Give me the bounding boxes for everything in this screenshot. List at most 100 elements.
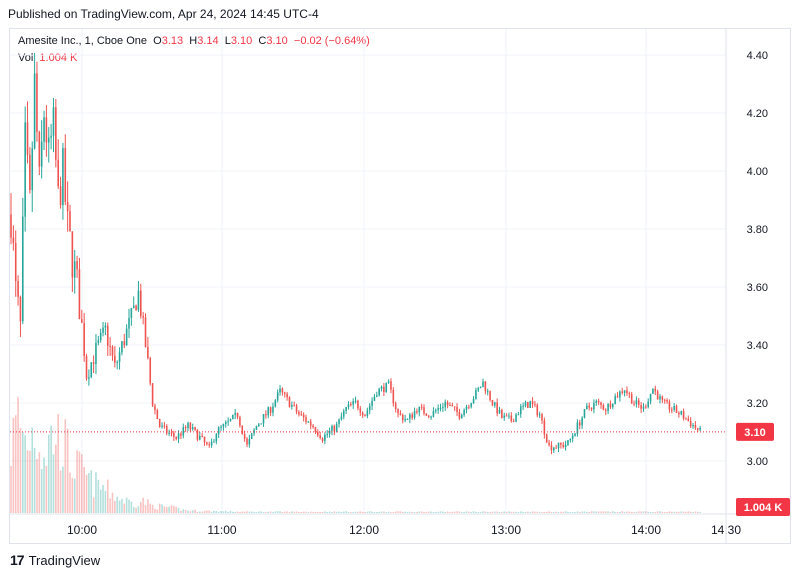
volume-bar	[217, 512, 220, 513]
volume-bar	[628, 511, 631, 513]
volume-bar	[560, 511, 562, 513]
candle-body	[376, 395, 378, 397]
volume-bar	[637, 511, 640, 513]
candle-body	[321, 438, 324, 441]
candle-body	[635, 400, 638, 405]
candle-body	[97, 340, 100, 343]
candle-body	[95, 342, 97, 364]
candle-body	[128, 318, 130, 329]
candle-body	[510, 415, 513, 422]
candle-body	[456, 406, 458, 413]
candle-body	[114, 355, 116, 363]
volume-bar	[158, 503, 161, 513]
volume-bar	[616, 512, 619, 513]
volume-bar	[555, 511, 557, 513]
volume-bar	[439, 511, 442, 513]
candle-body	[571, 435, 574, 439]
candle-body	[597, 400, 600, 403]
open-value: 3.13	[161, 35, 184, 47]
candle-body	[286, 393, 288, 398]
volume-bar	[199, 511, 201, 513]
volume-bar	[460, 512, 463, 513]
volume-bar	[29, 450, 31, 513]
candle-body	[409, 414, 411, 419]
volume-bar	[73, 478, 76, 513]
candle-body	[496, 402, 498, 414]
candle-body	[524, 402, 527, 406]
volume-bar	[99, 489, 102, 513]
volume-bar	[128, 499, 130, 513]
volume-bar	[692, 512, 694, 513]
volume-bar	[588, 512, 590, 513]
candle-body	[22, 216, 24, 322]
candle-body	[642, 406, 645, 409]
candle-body	[578, 422, 581, 426]
volume-bar	[413, 512, 416, 513]
volume-bar	[453, 511, 456, 513]
volume-bar	[88, 472, 90, 513]
y-tick-label: 3.40	[747, 340, 768, 352]
candle-body	[191, 427, 194, 430]
volume-bar	[78, 451, 81, 513]
candle-body	[236, 412, 239, 418]
volume-bar	[564, 511, 567, 513]
volume-bar	[109, 498, 111, 513]
volume-bar	[222, 511, 225, 513]
candle-body	[637, 400, 640, 405]
candle-body	[368, 405, 371, 411]
volume-bar	[52, 454, 55, 513]
volume-bar	[508, 511, 510, 513]
volume-bar	[227, 511, 229, 513]
volume-bar	[194, 509, 196, 513]
candle-body	[248, 438, 251, 445]
volume-bar	[378, 512, 380, 513]
volume-bar	[522, 511, 524, 513]
volume-bar	[449, 512, 451, 513]
candle-body	[29, 154, 31, 191]
candle-body	[173, 432, 175, 437]
candle-body	[269, 407, 272, 413]
volume-bar	[503, 511, 506, 513]
candle-body	[663, 399, 666, 401]
candle-body	[661, 396, 664, 400]
candle-body	[305, 417, 307, 422]
volume-bar	[406, 512, 409, 513]
volume-bar	[687, 511, 690, 513]
candle-body	[33, 73, 36, 149]
volume-bar	[444, 512, 447, 513]
candle-body	[413, 411, 416, 418]
candle-body	[267, 407, 270, 416]
volume-bar	[24, 435, 26, 513]
chart-frame[interactable]	[9, 28, 791, 544]
volume-bar	[324, 511, 326, 513]
candle-body	[385, 382, 388, 393]
candle-body	[498, 409, 501, 414]
candle-body	[140, 290, 142, 317]
volume-bar	[479, 512, 482, 513]
candle-body	[258, 424, 260, 427]
candle-body	[593, 402, 595, 410]
volume-bar	[309, 511, 312, 513]
volume-bar	[326, 512, 329, 513]
candle-body	[165, 425, 168, 434]
candle-body	[262, 414, 265, 424]
last-price-tag	[736, 422, 774, 441]
volume-bar	[291, 511, 293, 513]
candle-body	[522, 405, 524, 407]
volume-bar	[456, 511, 458, 513]
candle-body	[633, 403, 635, 405]
volume-bar	[472, 511, 475, 513]
candle-body	[253, 429, 255, 434]
volume-bar	[387, 511, 390, 513]
candle-body	[557, 442, 560, 449]
candle-body	[588, 405, 590, 408]
candle-body	[519, 406, 522, 415]
candle-body	[491, 400, 494, 406]
volume-bar	[418, 511, 421, 513]
candle-body	[604, 409, 607, 412]
candle-body	[147, 346, 149, 358]
volume-bar	[663, 512, 666, 513]
volume-bar	[357, 511, 359, 513]
candle-body	[333, 425, 336, 432]
